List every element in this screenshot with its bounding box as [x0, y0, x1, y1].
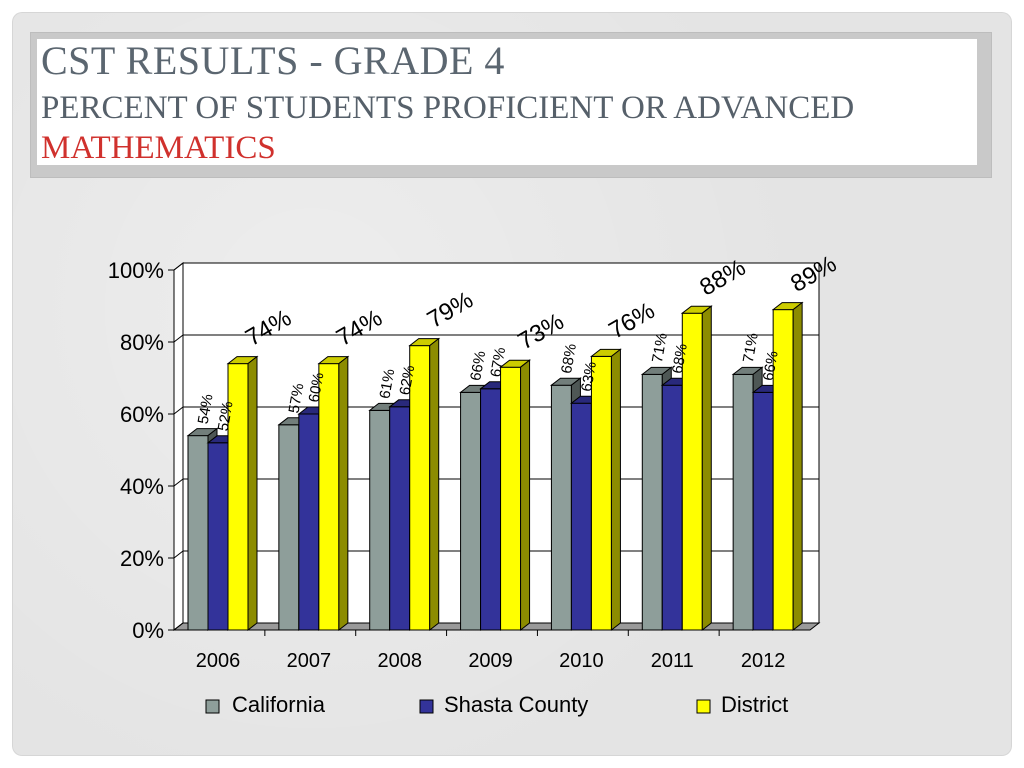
bar-california	[460, 391, 482, 631]
slide-subtitle: PERCENT OF STUDENTS PROFICIENT OR ADVANC…	[41, 90, 855, 126]
bar-shasta-county	[298, 413, 320, 631]
data-label-california: 54%	[195, 393, 217, 426]
legend-label-california: California	[232, 692, 326, 717]
data-label-california: 66%	[467, 350, 489, 383]
bar-shasta-county	[752, 391, 774, 631]
gridline-diagonal	[173, 478, 184, 487]
data-label-shasta-county: 52%	[215, 400, 237, 433]
bar-district	[590, 355, 612, 631]
y-tick-label: 100%	[108, 258, 164, 283]
gridline-diagonal	[173, 406, 184, 415]
bar-side-district	[610, 348, 621, 632]
gridline-diagonal	[173, 334, 184, 343]
bar-side-district	[338, 355, 349, 632]
x-tick-label: 2008	[377, 650, 422, 672]
data-label-california: 71%	[649, 332, 671, 365]
legend-swatch-california	[205, 699, 220, 714]
bar-shasta-county	[207, 442, 229, 631]
legend-swatch-shasta-county	[419, 699, 434, 714]
bar-california	[641, 373, 663, 631]
bar-shasta-county	[389, 406, 411, 631]
data-label-california: 68%	[558, 342, 580, 375]
bar-california	[369, 409, 391, 631]
data-label-shasta-county: 60%	[306, 371, 328, 404]
bar-shasta-county	[661, 384, 683, 631]
gridline-diagonal	[173, 622, 184, 631]
x-tick-label: 2011	[651, 650, 694, 672]
gridline-diagonal	[173, 262, 184, 271]
data-label-california: 71%	[740, 332, 762, 365]
slide-subject: MATHEMATICS	[41, 130, 276, 166]
title-panel: CST RESULTS - GRADE 4 PERCENT OF STUDENT…	[37, 38, 977, 166]
bar-side-district	[429, 337, 440, 632]
bar-shasta-county	[570, 402, 592, 631]
data-label-shasta-county: 62%	[396, 364, 418, 397]
data-label-shasta-county: 67%	[487, 346, 509, 379]
bar-side-district	[520, 359, 531, 632]
bar-california	[278, 424, 300, 631]
bar-california	[732, 373, 754, 631]
legend-label-district: District	[721, 692, 788, 717]
x-tick-label: 2009	[468, 650, 513, 672]
bar-district	[500, 366, 522, 631]
y-tick-label: 60%	[120, 402, 164, 427]
bar-side-district	[701, 305, 712, 632]
y-tick-label: 40%	[120, 474, 164, 499]
data-label-california: 61%	[376, 368, 398, 401]
data-label-california: 57%	[286, 382, 308, 415]
title-box: CST RESULTS - GRADE 4 PERCENT OF STUDENT…	[30, 32, 992, 178]
gridline-diagonal	[173, 550, 184, 559]
data-label-shasta-county: 66%	[760, 350, 782, 383]
y-tick-label: 0%	[132, 618, 164, 643]
x-tick-label: 2012	[741, 650, 786, 672]
data-label-shasta-county: 63%	[578, 360, 600, 393]
y-tick-label: 80%	[120, 330, 164, 355]
bar-california	[550, 384, 572, 631]
y-tick-label: 20%	[120, 546, 164, 571]
bar-california	[187, 435, 209, 631]
bar-side-district	[247, 355, 258, 632]
x-tick-label: 2010	[559, 650, 604, 672]
x-tick-label: 2006	[196, 650, 241, 672]
slide-title: CST RESULTS - GRADE 4	[41, 38, 505, 83]
data-label-shasta-county: 68%	[669, 342, 691, 375]
bar-shasta-county	[480, 388, 502, 631]
plot-side-wall	[173, 261, 184, 632]
legend-label-shasta-county: Shasta County	[444, 692, 588, 717]
bar-side-district	[792, 301, 803, 632]
x-tick-label: 2007	[287, 650, 332, 672]
legend-swatch-district	[696, 699, 711, 714]
